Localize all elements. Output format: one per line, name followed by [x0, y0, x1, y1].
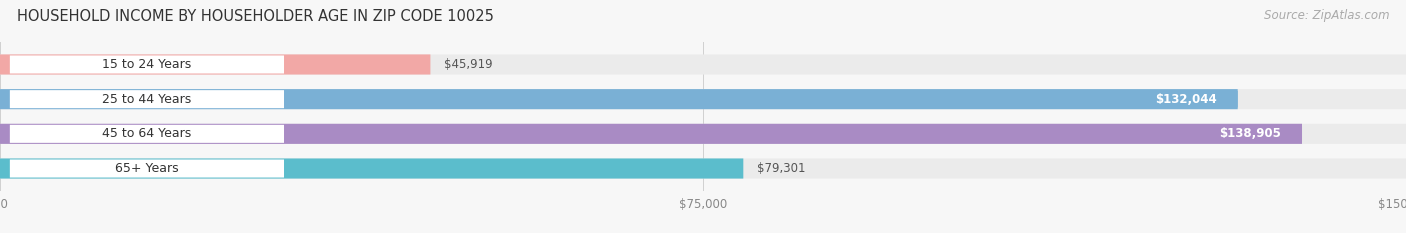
- Text: $138,905: $138,905: [1219, 127, 1281, 140]
- Text: 45 to 64 Years: 45 to 64 Years: [103, 127, 191, 140]
- FancyBboxPatch shape: [1133, 91, 1237, 107]
- Text: $45,919: $45,919: [444, 58, 494, 71]
- Text: HOUSEHOLD INCOME BY HOUSEHOLDER AGE IN ZIP CODE 10025: HOUSEHOLD INCOME BY HOUSEHOLDER AGE IN Z…: [17, 9, 494, 24]
- FancyBboxPatch shape: [0, 89, 1237, 109]
- FancyBboxPatch shape: [1198, 126, 1302, 142]
- Text: 25 to 44 Years: 25 to 44 Years: [103, 93, 191, 106]
- Text: 65+ Years: 65+ Years: [115, 162, 179, 175]
- FancyBboxPatch shape: [0, 124, 1302, 144]
- FancyBboxPatch shape: [0, 158, 744, 178]
- FancyBboxPatch shape: [0, 158, 1406, 178]
- FancyBboxPatch shape: [0, 55, 430, 75]
- Text: 15 to 24 Years: 15 to 24 Years: [103, 58, 191, 71]
- FancyBboxPatch shape: [0, 89, 1406, 109]
- FancyBboxPatch shape: [10, 160, 284, 178]
- Text: Source: ZipAtlas.com: Source: ZipAtlas.com: [1264, 9, 1389, 22]
- FancyBboxPatch shape: [10, 55, 284, 73]
- FancyBboxPatch shape: [0, 55, 1406, 75]
- FancyBboxPatch shape: [0, 124, 1406, 144]
- Text: $132,044: $132,044: [1154, 93, 1216, 106]
- Text: $79,301: $79,301: [758, 162, 806, 175]
- FancyBboxPatch shape: [10, 125, 284, 143]
- FancyBboxPatch shape: [10, 90, 284, 108]
